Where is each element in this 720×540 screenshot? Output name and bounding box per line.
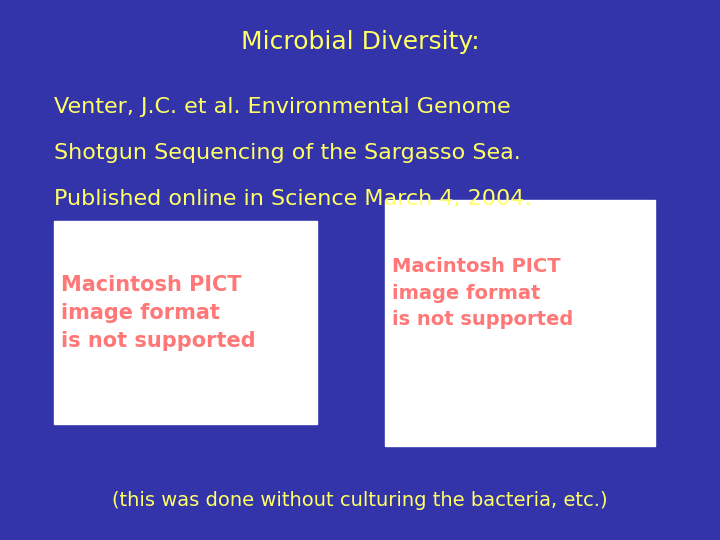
Text: Venter, J.C. et al. Environmental Genome: Venter, J.C. et al. Environmental Genome xyxy=(54,97,510,117)
Text: Shotgun Sequencing of the Sargasso Sea.: Shotgun Sequencing of the Sargasso Sea. xyxy=(54,143,521,163)
Text: Microbial Diversity:: Microbial Diversity: xyxy=(240,30,480,53)
Text: Macintosh PICT
image format
is not supported: Macintosh PICT image format is not suppo… xyxy=(392,257,574,329)
Text: Macintosh PICT
image format
is not supported: Macintosh PICT image format is not suppo… xyxy=(61,274,256,350)
Text: Published online in Science March 4, 2004.: Published online in Science March 4, 200… xyxy=(54,189,531,209)
Text: (this was done without culturing the bacteria, etc.): (this was done without culturing the bac… xyxy=(112,491,608,510)
FancyBboxPatch shape xyxy=(385,200,655,446)
FancyBboxPatch shape xyxy=(54,221,317,424)
